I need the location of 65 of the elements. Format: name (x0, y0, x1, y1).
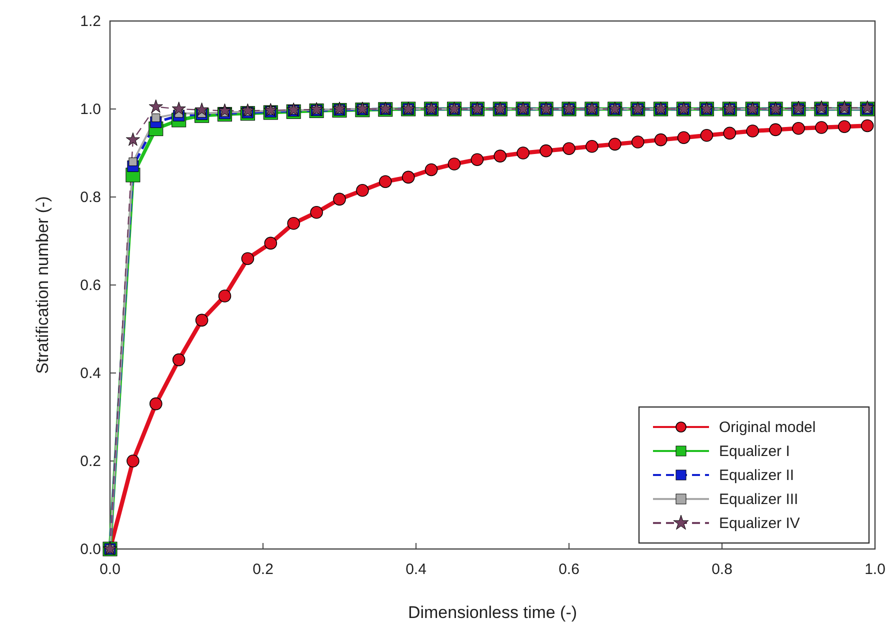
x-tick-label: 0.6 (558, 561, 580, 578)
point (241, 252, 254, 265)
point (860, 119, 874, 132)
point (448, 158, 461, 170)
point (562, 142, 576, 155)
point (264, 102, 278, 116)
point (264, 236, 278, 250)
point (815, 121, 828, 134)
point (194, 102, 209, 116)
point (287, 217, 300, 230)
point (148, 99, 163, 113)
point (723, 126, 736, 140)
point (379, 175, 392, 188)
point (516, 146, 530, 160)
legend-label: Equalizer IV (719, 515, 800, 532)
point (128, 158, 138, 166)
legend-label: Equalizer I (719, 443, 790, 460)
point (152, 114, 160, 122)
point (195, 314, 208, 327)
legend-label: Equalizer III (719, 491, 798, 508)
point (218, 103, 232, 117)
y-tick-label: 0.0 (80, 541, 101, 558)
point (700, 129, 714, 142)
y-axis-title: Stratification number (-) (33, 196, 52, 374)
point (310, 206, 323, 219)
point (172, 353, 186, 366)
point (356, 184, 369, 197)
x-tick-label: 1.0 (864, 561, 886, 578)
point (769, 123, 782, 136)
point (586, 140, 598, 153)
point (333, 192, 346, 206)
y-tick-label: 0.6 (80, 277, 101, 294)
legend-label: Original model (719, 419, 816, 436)
x-tick-label: 0.2 (252, 561, 274, 578)
point (631, 136, 644, 148)
point (746, 124, 759, 138)
point (332, 102, 347, 115)
y-tick-label: 1.0 (80, 101, 101, 118)
point (838, 120, 851, 133)
point (424, 163, 438, 176)
x-tick-label: 0.8 (712, 561, 732, 578)
point (218, 290, 232, 302)
point (540, 144, 552, 158)
point (654, 133, 668, 146)
point (792, 122, 805, 135)
point (402, 170, 415, 184)
point (677, 131, 690, 144)
point (470, 153, 484, 166)
point (126, 132, 140, 146)
x-axis-title: Dimensionless time (-) (408, 603, 578, 622)
point (240, 103, 255, 117)
point (126, 454, 140, 468)
point (310, 102, 324, 116)
point (172, 102, 186, 115)
point (494, 150, 507, 162)
point (150, 397, 162, 410)
x-tick-label: 0.0 (100, 561, 120, 578)
point (608, 138, 622, 151)
y-tick-label: 0.2 (80, 453, 101, 470)
legend-label: Equalizer II (719, 467, 794, 484)
y-tick-label: 0.4 (80, 365, 101, 382)
y-tick-label: 1.2 (80, 13, 101, 30)
point (286, 102, 301, 116)
x-tick-label: 0.4 (406, 561, 426, 578)
y-tick-label: 0.8 (80, 189, 101, 206)
